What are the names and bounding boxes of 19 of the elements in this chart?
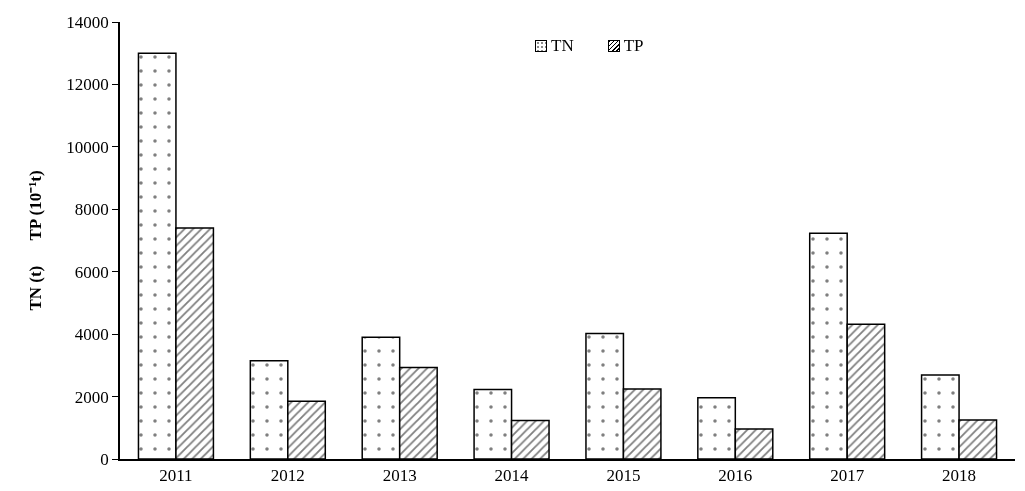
y-tick-label: 14000 (66, 12, 109, 32)
x-tick-label: 2016 (718, 466, 753, 486)
y-tick-label: 2000 (74, 387, 109, 407)
x-tick-label: 2013 (382, 466, 417, 486)
x-tick-label: 2011 (159, 466, 193, 486)
x-tick-label: 2015 (606, 466, 641, 486)
y-tick-label: 6000 (74, 262, 109, 282)
y-tick-label: 10000 (66, 137, 109, 157)
y-tick-label: 0 (100, 449, 109, 469)
y-tick-label: 12000 (66, 75, 109, 95)
y-tick-label: 4000 (74, 325, 109, 345)
x-tick-label: 2017 (830, 466, 865, 486)
x-tick-label: 2014 (494, 466, 530, 486)
y-tick-label: 8000 (74, 200, 109, 220)
y-axis-title: TN (t) TP (10⁻¹t) (26, 170, 46, 311)
x-tick-label: 2018 (942, 466, 977, 486)
x-tick-label: 2012 (270, 466, 305, 486)
legend-label: TP (623, 36, 644, 56)
legend-label: TN (551, 36, 574, 56)
